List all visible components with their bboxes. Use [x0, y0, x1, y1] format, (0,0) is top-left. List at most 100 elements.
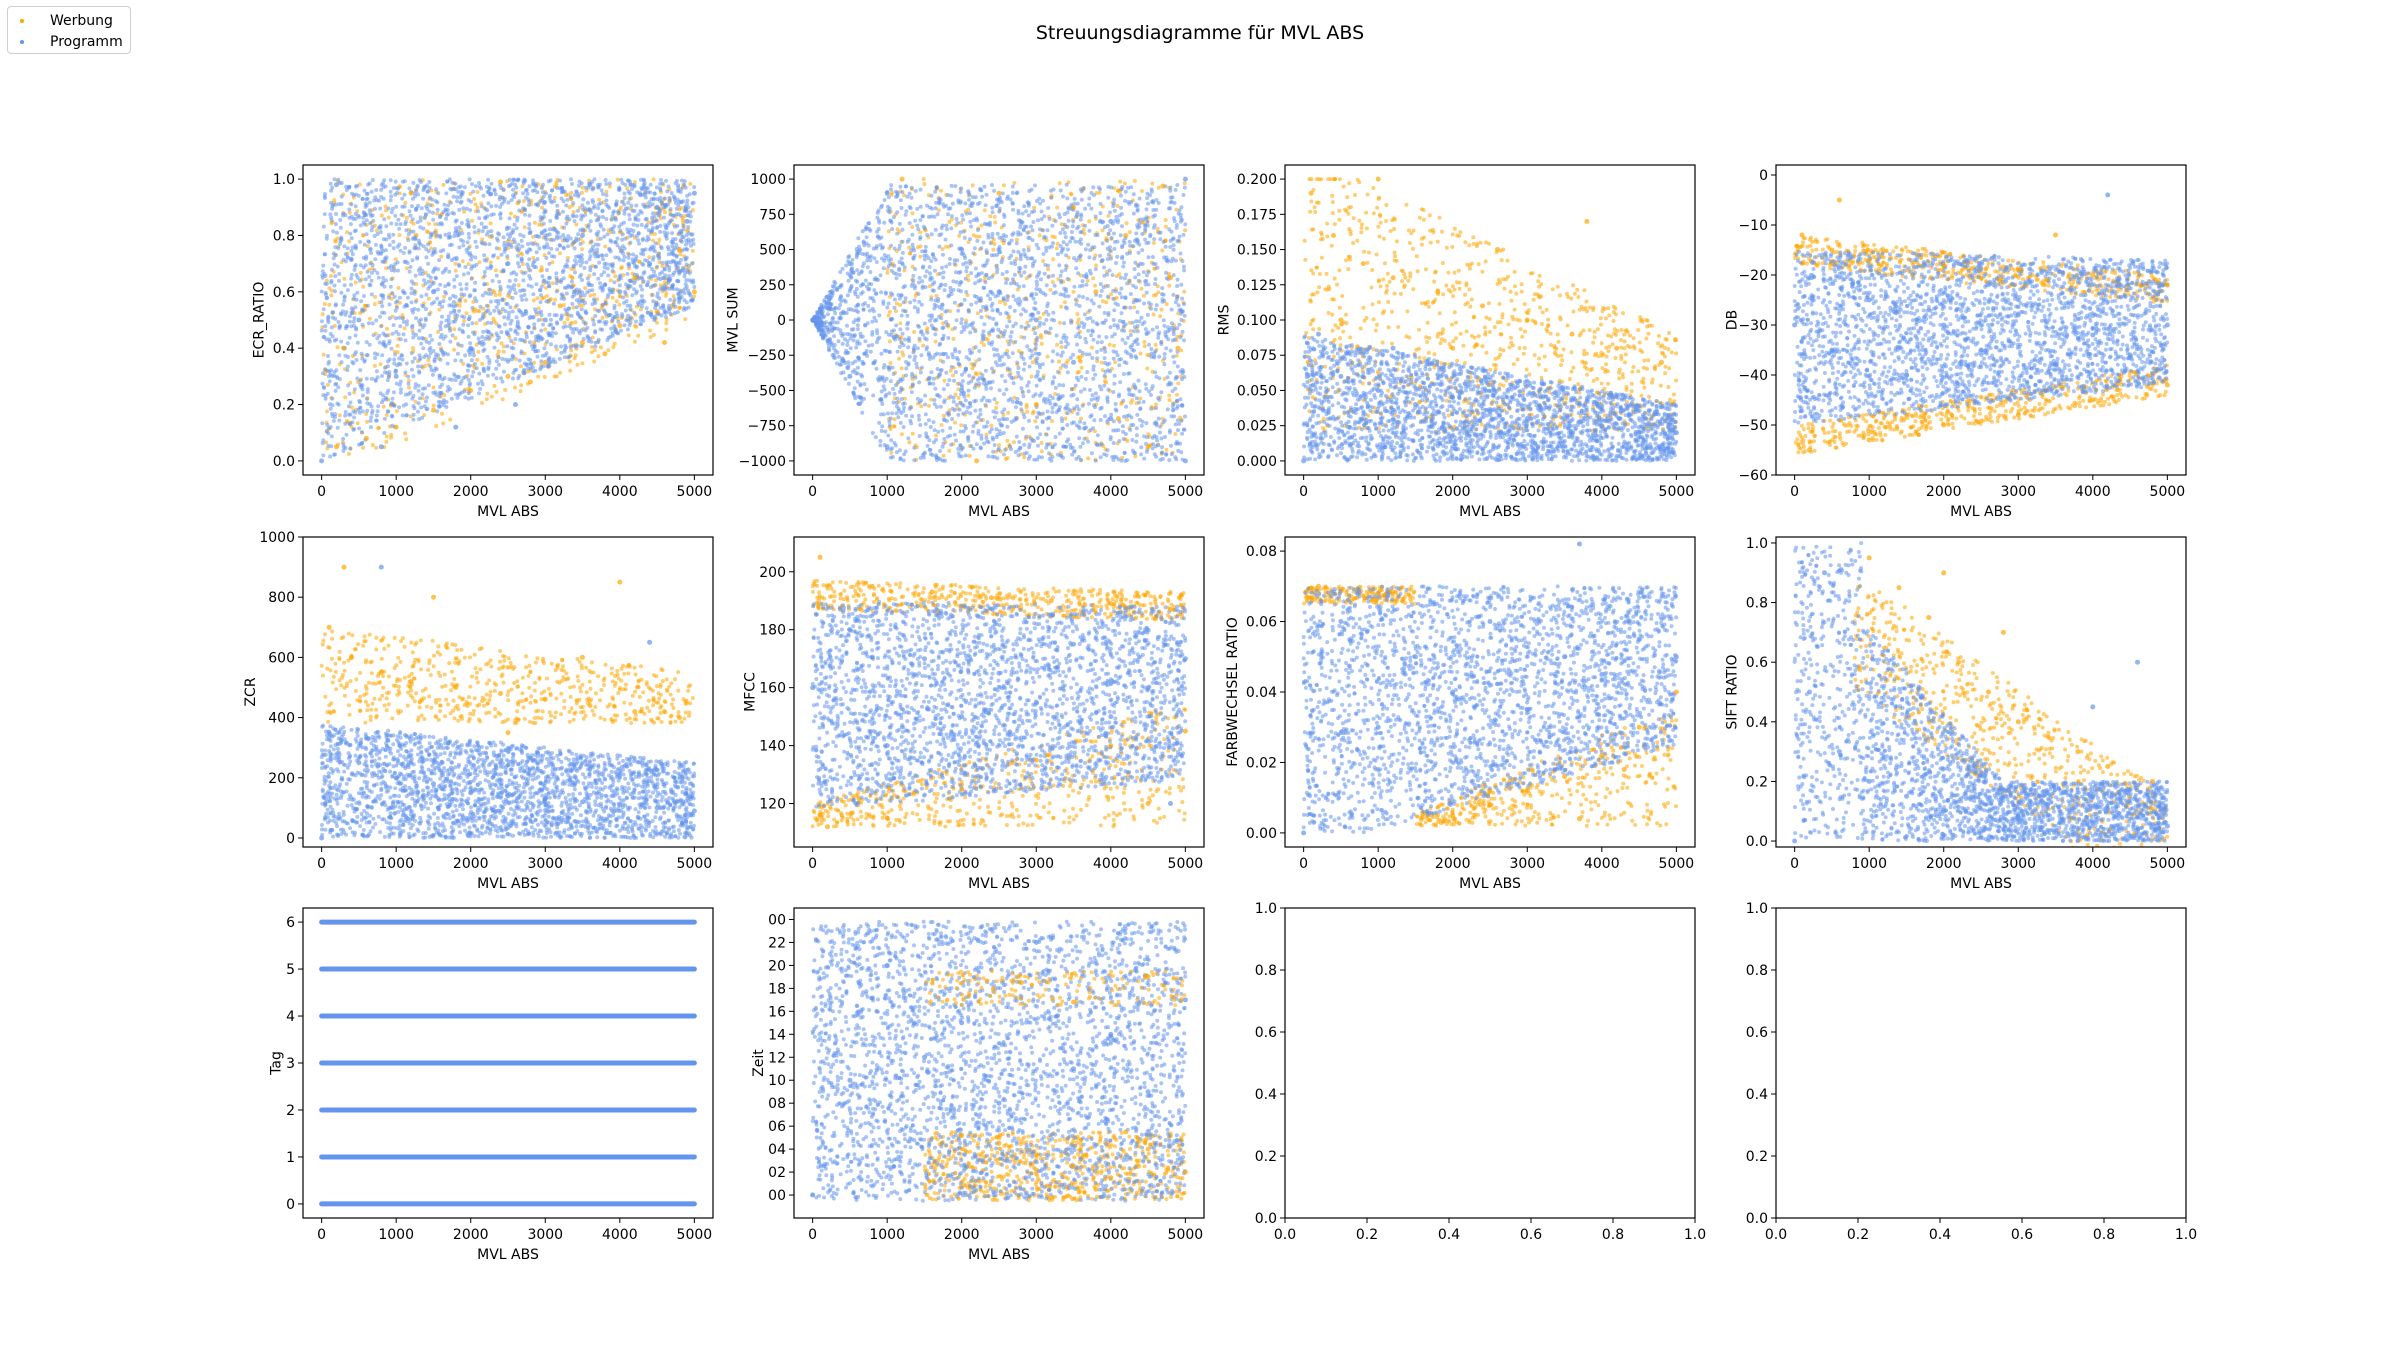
data-point-werbung-6	[1524, 317, 1530, 323]
data-point-werbung-17	[498, 179, 503, 185]
x-tick-label: 1000	[1851, 856, 1887, 872]
subplot-8: 0 1000 2000 3000 4000 5000 0.0 0.2 0.4 0.6 0.8 1.0 M…	[1725, 536, 2187, 892]
data-point-werbung-3	[408, 679, 414, 684]
data-point-werbung-6	[1182, 1169, 1188, 1175]
data-point-programm-8	[1108, 218, 1114, 224]
data-point-werbung-5	[1145, 1146, 1151, 1152]
data-point-programm-8	[1108, 1031, 1114, 1037]
x-tick-label: 4000	[2075, 484, 2111, 500]
data-point-werbung-10	[1941, 570, 1947, 576]
data-point-programm-11	[1577, 541, 1582, 547]
x-tick-label: 1000	[869, 484, 905, 500]
x-axis-label: MVL ABS	[1459, 504, 1521, 520]
y-axis-label: FARBWECHSEL RATIO	[1225, 617, 1241, 767]
y-tick-label: 10	[768, 1073, 786, 1089]
data-point-werbung-12	[2164, 382, 2170, 388]
y-tick-label: 0.2	[273, 398, 295, 414]
data-point-programm-0	[1792, 322, 1798, 328]
data-point-werbung-12	[617, 579, 623, 585]
data-point-programm-12	[453, 424, 459, 430]
data-point-programm-5	[1487, 619, 1493, 624]
data-point-werbung-0	[817, 554, 823, 560]
data-point-werbung-9	[2150, 778, 2155, 784]
y-tick-label: 00	[768, 1188, 786, 1204]
data-point-werbung-6	[1599, 752, 1605, 758]
subplot-5: 0 1000 2000 3000 4000 5000 0 200 400 600 800 1000 MV…	[243, 530, 714, 892]
y-tick-label: 0.00	[1246, 826, 1277, 842]
data-point-programm-9	[654, 805, 660, 811]
y-axis-label: DB	[1725, 310, 1741, 330]
data-point-programm-11	[1316, 331, 1321, 337]
y-tick-label: 0.175	[1237, 207, 1277, 223]
data-point-programm-4	[1450, 689, 1456, 695]
y-tick-label: 1000	[259, 530, 295, 546]
data-point-programm-2	[393, 775, 399, 781]
y-tick-label: 0.0	[1746, 834, 1768, 850]
data-point-werbung-5	[1108, 601, 1114, 607]
y-tick-label: 1000	[750, 172, 786, 188]
y-tick-label: 0.6	[1746, 655, 1768, 671]
data-point-programm-7	[580, 233, 585, 238]
x-tick-label: 4000	[1093, 856, 1129, 872]
data-point-werbung-10	[2015, 412, 2021, 418]
y-tick-label: 0.2	[1746, 1149, 1768, 1165]
x-tick-label: 5000	[677, 856, 713, 872]
data-point-programm-7	[1562, 416, 1567, 422]
data-point-programm-1	[1807, 689, 1812, 695]
x-tick-label: 5000	[677, 484, 713, 500]
data-point-programm-4	[468, 790, 474, 796]
x-tick-label: 2000	[1926, 856, 1962, 872]
data-point-werbung-3	[1487, 802, 1493, 808]
y-tick-label: 0.8	[1255, 963, 1277, 979]
x-tick-label: 4000	[602, 1227, 638, 1243]
data-point-werbung-0	[1799, 232, 1805, 238]
x-axis-label: MVL ABS	[1459, 876, 1521, 892]
x-tick-label: 0.0	[1274, 1227, 1296, 1243]
data-point-programm-15	[334, 182, 339, 188]
subplot-7: 0 1000 2000 3000 4000 5000 0.00 0.02 0.04 0.06 0.0…	[1225, 536, 1696, 892]
x-tick-label: 0	[1790, 856, 1799, 872]
y-tick-label: 400	[268, 711, 295, 727]
cloud-programm	[319, 723, 697, 840]
cloud-werbung-bottom	[810, 707, 1188, 829]
y-tick-label: −10	[1738, 218, 1768, 234]
x-tick-label: 1.0	[2175, 1227, 2197, 1243]
data-point-programm-3	[884, 190, 890, 196]
y-tick-label: 0.4	[1746, 715, 1768, 731]
y-tick-label: 0.2	[1255, 1149, 1277, 1165]
data-point-werbung-8	[1866, 437, 1872, 443]
y-tick-label: 0	[777, 313, 786, 329]
data-point-programm-8	[2090, 820, 2096, 826]
x-tick-label: 0.8	[2093, 1227, 2115, 1243]
data-point-programm-11	[378, 564, 384, 570]
data-point-programm-12	[647, 639, 653, 645]
x-tick-label: 4000	[2075, 856, 2111, 872]
data-point-werbung-6	[2045, 734, 2051, 740]
x-axis-label: MVL ABS	[477, 504, 539, 520]
data-point-programm-3	[1904, 372, 1909, 378]
data-point-programm-3	[1413, 654, 1418, 660]
data-point-werbung-11	[1495, 247, 1500, 252]
legend-label-programm: Programm	[50, 33, 123, 51]
data-point-programm-6	[1033, 939, 1039, 945]
data-point-programm-2	[1822, 570, 1827, 576]
x-tick-label: 0.0	[1765, 1227, 1787, 1243]
data-point-werbung-16	[408, 190, 414, 196]
data-point-programm-5	[1487, 409, 1493, 415]
data-point-werbung-10	[1375, 176, 1381, 182]
x-tick-label: 0.4	[1438, 1227, 1460, 1243]
x-tick-label: 0	[317, 856, 326, 872]
y-tick-label: 4	[286, 1009, 295, 1025]
data-point-programm-8	[617, 802, 623, 808]
x-tick-label: 5000	[1168, 856, 1204, 872]
data-point-werbung-11	[2090, 397, 2096, 403]
data-point-programm-7	[1071, 1066, 1076, 1072]
axes-frame	[302, 164, 714, 476]
y-tick-label: 160	[759, 681, 786, 697]
data-point-programm-4	[1866, 778, 1872, 784]
data-point-werbung-8	[617, 323, 623, 329]
data-point-programm-6	[542, 796, 548, 802]
data-point-programm-9	[2127, 352, 2133, 358]
data-point-werbung-4	[1168, 275, 1173, 281]
y-axis-label: MFCC	[743, 672, 759, 712]
